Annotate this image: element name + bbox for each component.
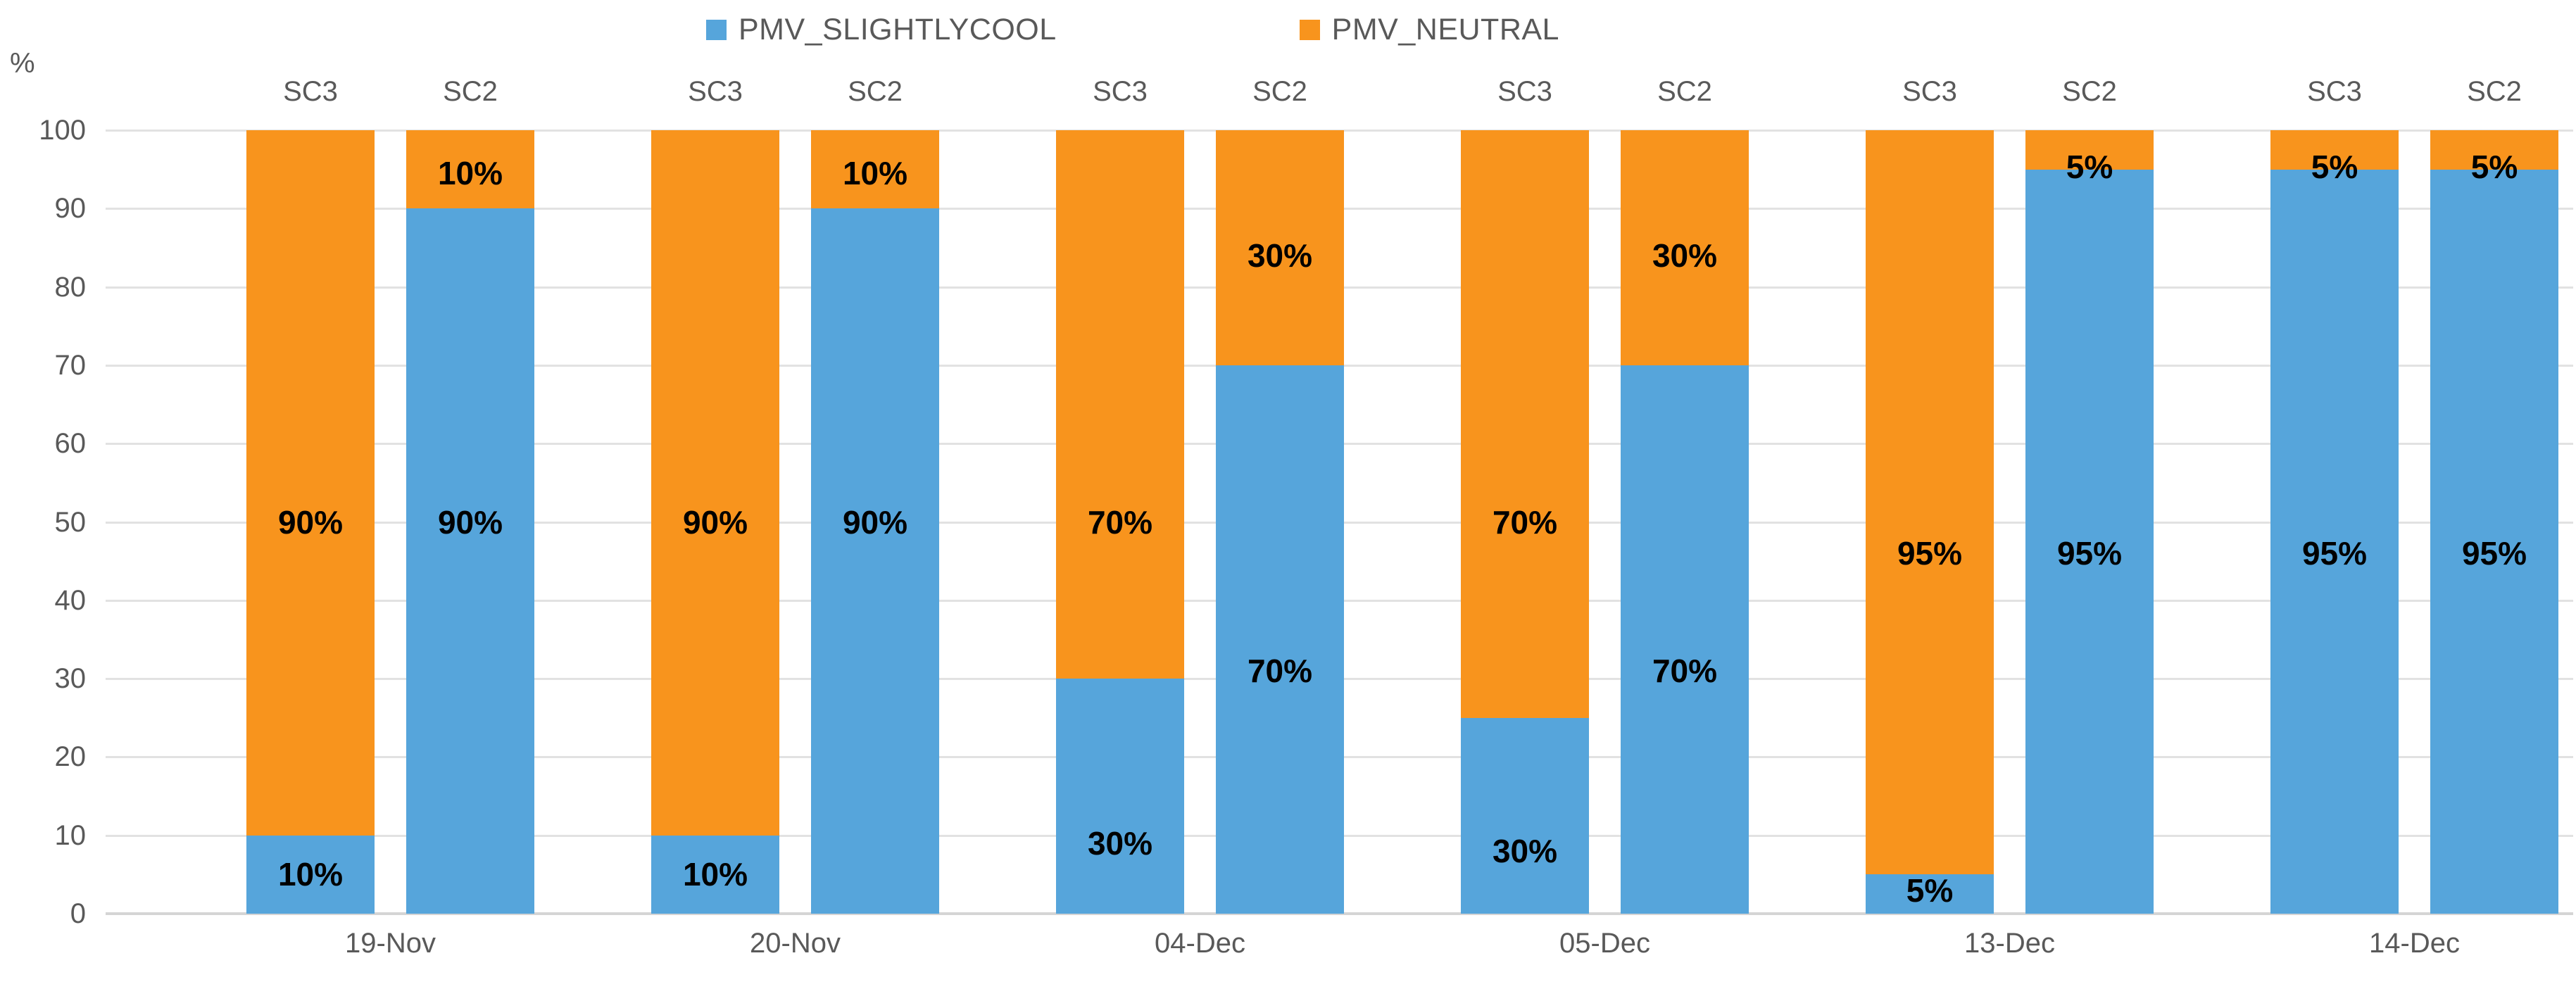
bar-scenario-label: SC2 (1657, 76, 1712, 107)
bar-segment-neutral (1866, 130, 1994, 875)
data-label: 90% (682, 503, 748, 541)
bar-segment-slightlycool (406, 208, 534, 914)
data-label: 70% (1247, 652, 1313, 689)
x-axis-category-label: 20-Nov (750, 928, 841, 959)
bar-segment-slightlycool (1621, 365, 1749, 914)
data-label: 30% (1247, 237, 1313, 275)
bar-scenario-label: SC3 (1497, 76, 1552, 107)
legend-item-slightlycool: PMV_SLIGHTLYCOOL (706, 13, 1057, 47)
data-label: 90% (437, 503, 503, 541)
data-label: 10% (682, 856, 748, 893)
bar-scenario-label: SC3 (688, 76, 743, 107)
data-label: 95% (2056, 535, 2123, 572)
data-label: 95% (1897, 535, 1963, 572)
bar-scenario-label: SC2 (443, 76, 498, 107)
legend: PMV_SLIGHTLYCOOL PMV_NEUTRAL (706, 13, 1559, 47)
bar-segment-neutral (2430, 130, 2558, 170)
stacked-bar: 30% 70% (1461, 130, 1589, 914)
data-label: 90% (277, 503, 344, 541)
bar-segment-slightlycool (2430, 169, 2558, 914)
y-axis-tick-label: 40 (54, 584, 87, 616)
bar-scenario-label: SC3 (1902, 76, 1957, 107)
data-label: 70% (1087, 503, 1153, 541)
data-label: 5% (2311, 149, 2358, 186)
stacked-bar: 10% 90% (651, 130, 779, 914)
y-axis-tick-label: 30 (54, 663, 87, 695)
bar-scenario-label: SC3 (1093, 76, 1148, 107)
y-axis-tick-label: 90 (54, 193, 87, 225)
x-axis-category-label: 04-Dec (1155, 928, 1245, 959)
y-axis-tick-label: 20 (54, 741, 87, 773)
stacked-bar: 90% 10% (406, 130, 534, 914)
slightlycool-swatch-icon (706, 20, 727, 40)
stacked-bar: 95% 5% (2430, 130, 2558, 914)
bar-segment-slightlycool (246, 835, 375, 914)
data-label: 30% (1492, 832, 1558, 869)
data-label: 5% (2470, 149, 2518, 186)
x-axis-line (106, 912, 2573, 915)
bar-segment-slightlycool (1216, 365, 1344, 914)
bar-segment-neutral (406, 130, 534, 209)
x-axis-category-label: 19-Nov (345, 928, 436, 959)
data-label: 10% (437, 155, 503, 192)
bar-segment-neutral (1216, 130, 1344, 365)
bar-segment-neutral (811, 130, 939, 209)
bar-scenario-label: SC3 (2307, 76, 2362, 107)
data-label: 70% (1652, 652, 1718, 689)
bar-segment-neutral (1621, 130, 1749, 365)
bar-segment-neutral (2025, 130, 2154, 170)
bar-segment-neutral (1461, 130, 1589, 718)
bar-segment-neutral (246, 130, 375, 836)
bar-segment-slightlycool (1866, 874, 1994, 914)
stacked-bar: 95% 5% (2025, 130, 2154, 914)
y-axis-tick-label: 60 (54, 428, 87, 460)
y-axis-tick-label: 80 (54, 271, 87, 303)
y-axis-tick-label: 50 (54, 506, 87, 538)
bar-scenario-label: SC2 (1252, 76, 1307, 107)
data-label: 30% (1087, 824, 1153, 862)
data-label: 10% (277, 856, 344, 893)
bar-segment-slightlycool (1056, 679, 1184, 914)
bar-segment-neutral (2270, 130, 2399, 170)
stacked-bar: 70% 30% (1621, 130, 1749, 914)
data-label: 95% (2461, 535, 2527, 572)
data-label: 10% (842, 155, 908, 192)
stacked-bar: 30% 70% (1056, 130, 1184, 914)
legend-item-neutral: PMV_NEUTRAL (1299, 13, 1559, 47)
stacked-bar: 95% 5% (2270, 130, 2399, 914)
bar-segment-slightlycool (651, 835, 779, 914)
bar-scenario-label: SC3 (283, 76, 338, 107)
neutral-swatch-icon (1299, 20, 1320, 40)
bar-scenario-label: SC2 (2467, 76, 2522, 107)
legend-label: PMV_SLIGHTLYCOOL (739, 13, 1057, 46)
y-axis-tick-label: 10 (54, 819, 87, 851)
bar-segment-slightlycool (811, 208, 939, 914)
y-axis-tick-label: 100 (39, 115, 86, 146)
data-label: 70% (1492, 503, 1558, 541)
stacked-bar: 70% 30% (1216, 130, 1344, 914)
bar-segment-slightlycool (2270, 169, 2399, 914)
stacked-bar: 90% 10% (811, 130, 939, 914)
y-axis-unit-label: % (10, 48, 35, 79)
stacked-bar: 10% 90% (246, 130, 375, 914)
x-axis-category-label: 13-Dec (1964, 928, 2055, 959)
y-axis-tick-label: 70 (54, 349, 87, 381)
x-axis-category-label: 05-Dec (1559, 928, 1650, 959)
bar-scenario-label: SC2 (848, 76, 903, 107)
bar-segment-slightlycool (2025, 169, 2154, 914)
data-label: 30% (1652, 237, 1718, 275)
bar-segment-neutral (1056, 130, 1184, 679)
bar-segment-neutral (651, 130, 779, 836)
x-axis-category-label: 14-Dec (2369, 928, 2460, 959)
data-label: 5% (2066, 149, 2113, 186)
y-axis-tick-label: 0 (70, 898, 86, 929)
data-label: 5% (1906, 871, 1954, 909)
data-label: 90% (842, 503, 908, 541)
legend-label: PMV_NEUTRAL (1331, 13, 1559, 46)
bar-segment-slightlycool (1461, 717, 1589, 914)
stacked-bar: 5% 95% (1866, 130, 1994, 914)
bar-scenario-label: SC2 (2062, 76, 2117, 107)
data-label: 95% (2301, 535, 2368, 572)
